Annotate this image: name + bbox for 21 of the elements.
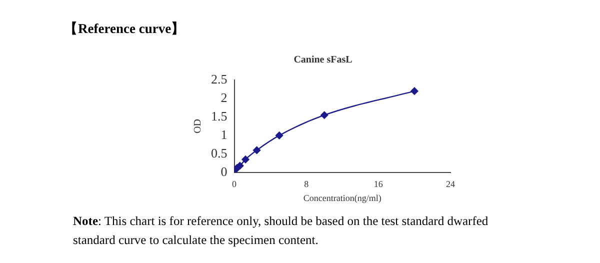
point — [320, 111, 328, 119]
x-tick-label: 24 — [446, 179, 456, 190]
point — [252, 146, 261, 154]
y-tick-label: 1.5 — [211, 108, 228, 124]
y-tick-label: 2 — [220, 90, 228, 105]
y-tick-label: 1 — [220, 126, 228, 142]
x-tick-label: 0 — [232, 179, 237, 190]
point — [276, 132, 284, 140]
y-tick-label: 0 — [220, 164, 228, 179]
y-tick-label: 2.5 — [211, 71, 228, 86]
y-tick-label: 0.5 — [211, 145, 228, 160]
chart-subtitle: Canine sFasL — [294, 54, 353, 66]
x-axis-title: Concentration(ng/ml) — [303, 192, 382, 203]
y-axis-title: OD — [192, 118, 204, 134]
point — [410, 87, 418, 95]
point — [236, 162, 244, 170]
x-tick-label: 16 — [374, 179, 384, 190]
text: 【Reference curve】 — [64, 20, 186, 38]
point — [242, 156, 250, 164]
text: Note: This chart is for reference only, should be based on the test standard dwarfed standard curve to calculate the specimen content. — [72, 213, 490, 249]
x-tick-label: 8 — [304, 179, 310, 190]
